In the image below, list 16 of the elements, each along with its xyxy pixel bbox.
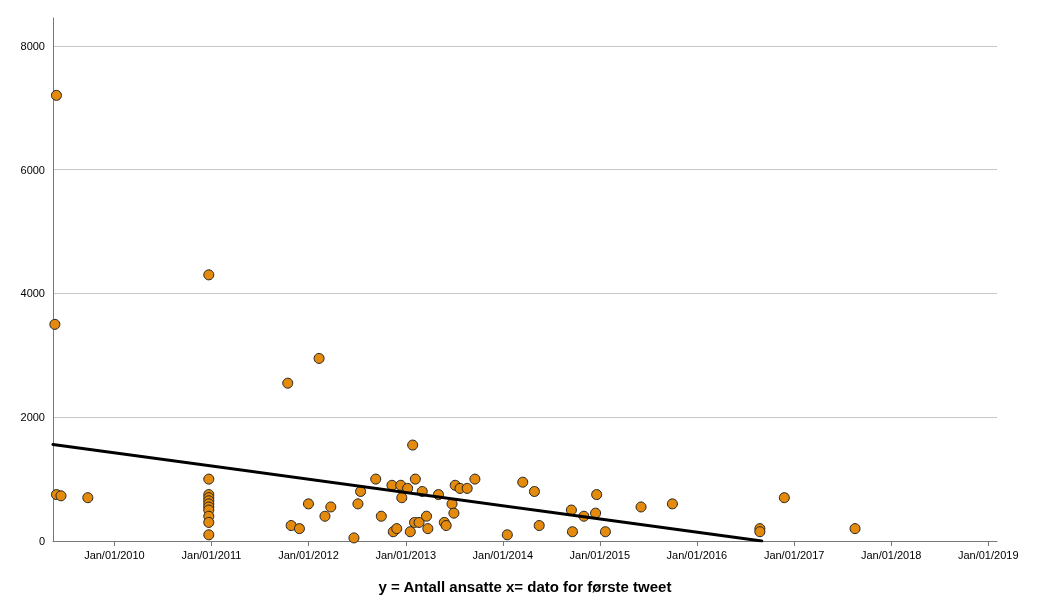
y-tick-label: 4000 [20, 287, 45, 300]
x-tick-label: Jan/01/2014 [472, 548, 534, 561]
y-tick-label: 8000 [20, 39, 45, 52]
y-tick-label: 2000 [20, 411, 45, 424]
x-tick-label: Jan/01/2019 [957, 548, 1019, 561]
y-tick-label: 0 [38, 535, 45, 547]
x-tick-label: Jan/01/2018 [860, 548, 922, 561]
y-tick-label: 6000 [20, 163, 45, 176]
x-tick-label: Jan/01/2017 [763, 548, 825, 561]
x-tick-label: Jan/01/2012 [278, 548, 339, 561]
x-tick-label: Jan/01/2016 [666, 548, 728, 561]
x-tick-label: Jan/01/2011 [181, 548, 242, 561]
x-axis-title: y = Antall ansatte x= dato for første tweet [378, 578, 672, 595]
x-tick-label: Jan/01/2015 [569, 548, 631, 561]
x-tick-label: Jan/01/2010 [84, 548, 145, 561]
x-tick-label: Jan/01/2013 [375, 548, 437, 561]
